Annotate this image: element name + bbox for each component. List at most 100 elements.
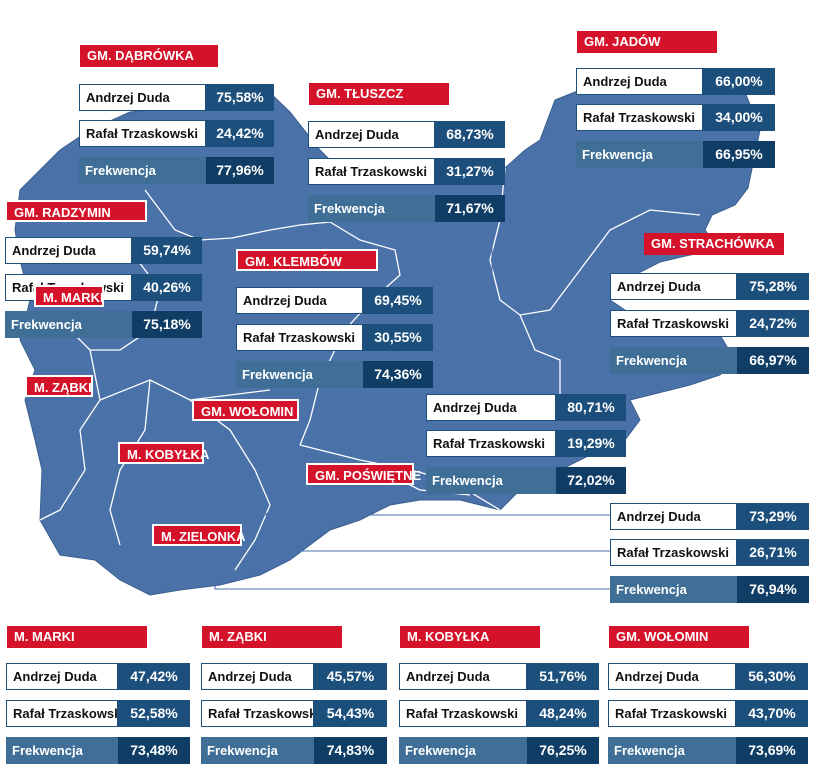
klembow-trzaskowski-row: Rafał Trzaskowski 30,55% [236,324,433,351]
result-value: 26,71% [737,539,809,566]
candidate-name: Rafał Trzaskowski [308,158,435,185]
turnout-label: Frekwencja [6,737,118,764]
radzymin-duda-row: Andrzej Duda 59,74% [5,237,202,264]
candidate-name: Andrzej Duda [201,663,314,690]
result-value: 80,71% [556,394,626,421]
wolomin-duda-row: Andrzej Duda 56,30% [608,663,808,690]
jadow-turnout-row: Frekwencja 66,95% [576,141,775,168]
candidate-name: Andrzej Duda [576,68,703,95]
candidate-name: Andrzej Duda [610,503,737,530]
strachowka-trzaskowski-row: Rafał Trzaskowski 24,72% [610,310,809,337]
result-value: 68,73% [435,121,505,148]
candidate-name: Rafał Trzaskowski [610,310,737,337]
map-label-marki: M. MARKI [34,285,104,307]
klembow-turnout-row: Frekwencja 74,36% [236,361,433,388]
result-value: 66,00% [703,68,775,95]
dabrowka-turnout-row: Frekwencja 77,96% [79,157,274,184]
turnout-label: Frekwencja [308,195,435,222]
candidate-name: Andrzej Duda [399,663,527,690]
result-value: 43,70% [736,700,808,727]
turnout-label: Frekwencja [576,141,703,168]
candidate-name: Rafał Trzaskowski [399,700,527,727]
jadow-duda-row: Andrzej Duda 66,00% [576,68,775,95]
result-value: 30,55% [363,324,433,351]
result-value: 73,29% [737,503,809,530]
turnout-value: 76,94% [737,576,809,603]
region-label-jadow: GM. JADÓW [577,31,717,53]
turnout-label: Frekwencja [5,311,132,338]
candidate-name: Rafał Trzaskowski [236,324,363,351]
wolomin-turnout-row: Frekwencja 73,69% [608,737,808,764]
zielonka-turnout-row: Frekwencja 76,94% [610,576,809,603]
map-label-zabki: M. ZĄBKI [25,375,93,397]
turnout-label: Frekwencja [426,467,556,494]
region-label-klembow: GM. KLEMBÓW [236,249,378,271]
result-value: 45,57% [314,663,387,690]
region-label-strachowka: GM. STRACHÓWKA [644,233,784,255]
result-value: 54,43% [314,700,387,727]
bottom-label-wolomin: GM. WOŁOMIN [609,626,749,648]
zabki-duda-row: Andrzej Duda 45,57% [201,663,387,690]
turnout-value: 76,25% [527,737,599,764]
candidate-name: Andrzej Duda [79,84,206,111]
tluszcz-turnout-row: Frekwencja 71,67% [308,195,505,222]
candidate-name: Rafał Trzaskowski [610,539,737,566]
candidate-name: Andrzej Duda [6,663,118,690]
result-value: 34,00% [703,104,775,131]
turnout-value: 74,83% [314,737,387,764]
turnout-label: Frekwencja [608,737,736,764]
zielonka-duda-row: Andrzej Duda 73,29% [610,503,809,530]
candidate-name: Andrzej Duda [308,121,435,148]
turnout-value: 66,95% [703,141,775,168]
candidate-name: Andrzej Duda [608,663,736,690]
region-label-tluszcz: GM. TŁUSZCZ [309,83,449,105]
turnout-label: Frekwencja [79,157,206,184]
result-value: 56,30% [736,663,808,690]
candidate-name: Andrzej Duda [5,237,132,264]
result-value: 51,76% [527,663,599,690]
turnout-value: 72,02% [556,467,626,494]
bottom-label-marki: M. MARKI [7,626,147,648]
result-value: 75,58% [206,84,274,111]
dabrowka-duda-row: Andrzej Duda 75,58% [79,84,274,111]
map-label-kobylka: M. KOBYŁKA [118,442,209,464]
zabki-trzaskowski-row: Rafał Trzaskowski 54,43% [201,700,387,727]
candidate-name: Rafał Trzaskowski [201,700,314,727]
result-value: 19,29% [556,430,626,457]
candidate-name: Rafał Trzaskowski [576,104,703,131]
tluszcz-trzaskowski-row: Rafał Trzaskowski 31,27% [308,158,505,185]
poswietne-turnout-row: Frekwencja 72,02% [426,467,626,494]
candidate-name: Rafał Trzaskowski [426,430,556,457]
bottom-label-kobylka: M. KOBYŁKA [400,626,540,648]
turnout-value: 71,67% [435,195,505,222]
region-label-dabrowka: GM. DĄBRÓWKA [80,45,218,67]
poswietne-trzaskowski-row: Rafał Trzaskowski 19,29% [426,430,626,457]
radzymin-turnout-row: Frekwencja 75,18% [5,311,202,338]
marki-turnout-row: Frekwencja 73,48% [6,737,190,764]
result-value: 75,28% [737,273,809,300]
jadow-trzaskowski-row: Rafał Trzaskowski 34,00% [576,104,775,131]
result-value: 24,42% [206,120,274,147]
strachowka-turnout-row: Frekwencja 66,97% [610,347,809,374]
zielonka-trzaskowski-row: Rafał Trzaskowski 26,71% [610,539,809,566]
result-value: 47,42% [118,663,190,690]
kobylka-duda-row: Andrzej Duda 51,76% [399,663,599,690]
turnout-label: Frekwencja [236,361,363,388]
leader-lines [151,168,723,590]
result-value: 52,58% [118,700,190,727]
bottom-label-zabki: M. ZĄBKI [202,626,342,648]
candidate-name: Rafał Trzaskowski [608,700,736,727]
turnout-value: 66,97% [737,347,809,374]
turnout-label: Frekwencja [201,737,314,764]
marki-duda-row: Andrzej Duda 47,42% [6,663,190,690]
candidate-name: Rafał Trzaskowski [79,120,206,147]
dabrowka-trzaskowski-row: Rafał Trzaskowski 24,42% [79,120,274,147]
kobylka-turnout-row: Frekwencja 76,25% [399,737,599,764]
candidate-name: Andrzej Duda [426,394,556,421]
poswietne-duda-row: Andrzej Duda 80,71% [426,394,626,421]
wolomin-trzaskowski-row: Rafał Trzaskowski 43,70% [608,700,808,727]
marki-trzaskowski-row: Rafał Trzaskowski 52,58% [6,700,190,727]
map-label-zielonka: M. ZIELONKA [152,524,246,546]
turnout-label: Frekwencja [399,737,527,764]
candidate-name: Andrzej Duda [236,287,363,314]
